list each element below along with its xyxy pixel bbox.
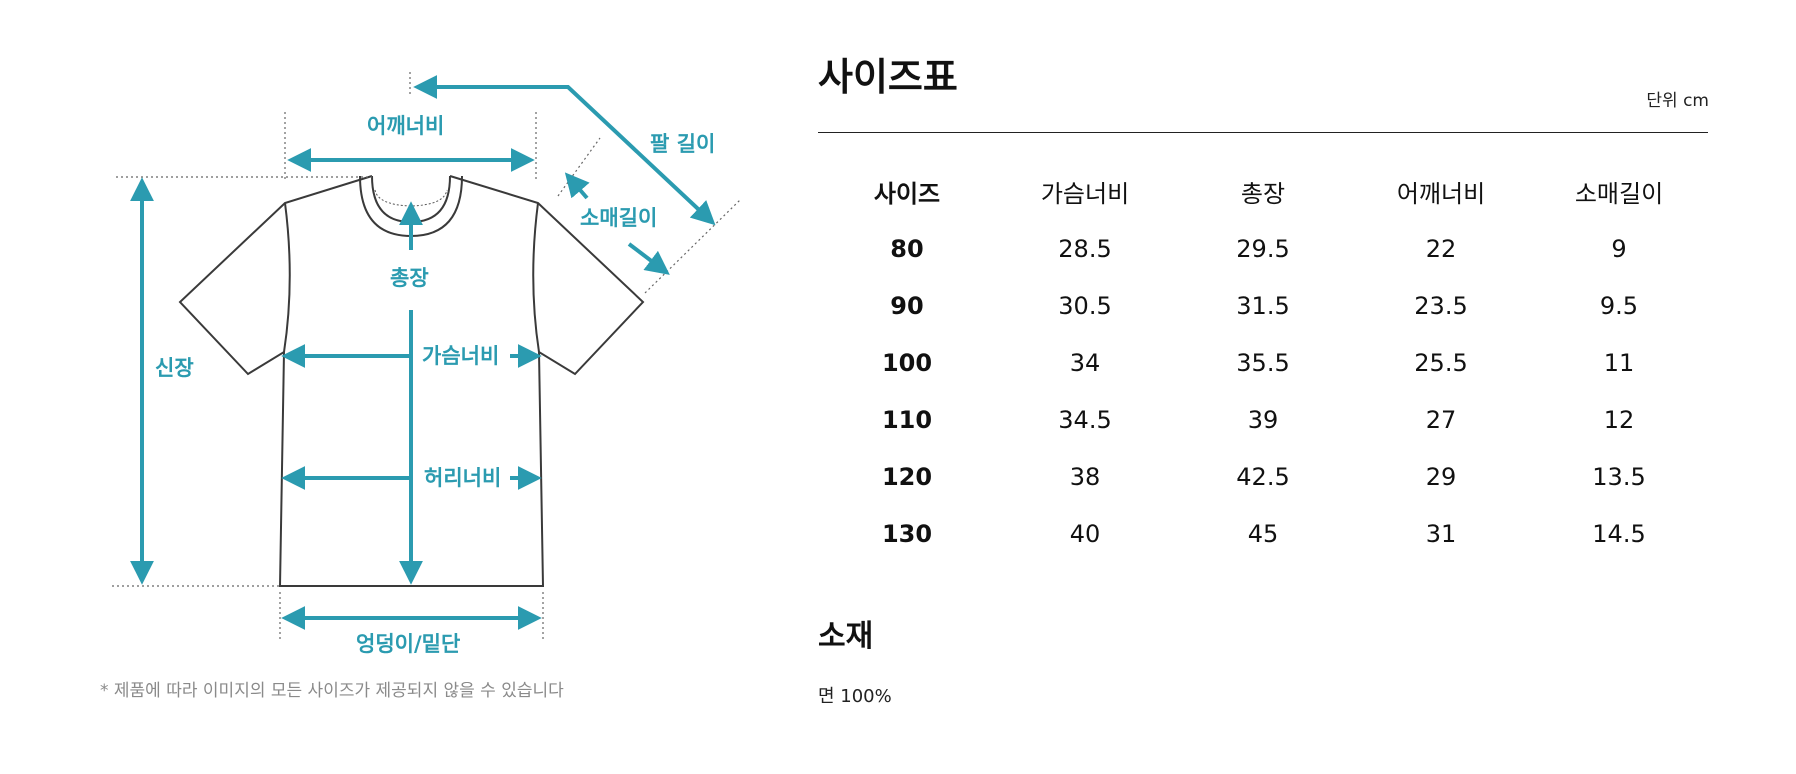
cell-chest: 34 — [1069, 348, 1101, 377]
cell-shoulder: 23.5 — [1414, 291, 1468, 320]
label-hem-width: 엉덩이/밑단 — [356, 632, 461, 656]
cell-sleeve: 9.5 — [1599, 291, 1639, 320]
column-header-length: 총장 — [1240, 180, 1286, 208]
cell-shoulder: 29 — [1425, 462, 1457, 491]
cell-chest: 40 — [1069, 519, 1101, 548]
cell-sleeve: 12 — [1603, 405, 1635, 434]
cell-shoulder: 25.5 — [1414, 348, 1468, 377]
cell-shoulder: 31 — [1425, 519, 1457, 548]
size-chart-unit: 단위 cm — [1646, 91, 1709, 111]
table-row: 120 38 42.5 29 13.5 — [818, 448, 1708, 505]
cell-size: 120 — [881, 462, 933, 491]
title-divider — [818, 132, 1708, 133]
cell-length: 45 — [1247, 519, 1279, 548]
measure-arrows — [130, 75, 716, 630]
cell-shoulder: 22 — [1425, 234, 1457, 263]
label-total-length: 총장 — [390, 266, 429, 290]
label-arm-length: 팔 길이 — [650, 132, 716, 156]
cell-chest: 30.5 — [1058, 291, 1112, 320]
label-waist-width: 허리너비 — [424, 466, 502, 490]
table-row: 110 34.5 39 27 12 — [818, 391, 1708, 448]
column-header-shoulder: 어깨너비 — [1396, 180, 1486, 208]
tshirt-illustration — [112, 72, 741, 640]
tshirt-measure-diagram: 어깨너비 팔 길이 소매길이 총장 신장 가슴너비 허리너비 엉덩이/밑단 * … — [0, 0, 760, 774]
column-header-size: 사이즈 — [873, 180, 941, 208]
table-row: 90 30.5 31.5 23.5 9.5 — [818, 277, 1708, 334]
diagram-note: * 제품에 따라 이미지의 모든 사이즈가 제공되지 않을 수 있습니다 — [100, 681, 564, 701]
cell-size: 130 — [881, 519, 933, 548]
cell-length: 39 — [1247, 405, 1279, 434]
cell-size: 90 — [890, 291, 924, 320]
cell-size: 100 — [881, 348, 933, 377]
cell-length: 35.5 — [1236, 348, 1290, 377]
cell-sleeve: 9 — [1611, 234, 1627, 263]
label-chest-width: 가슴너비 — [422, 344, 500, 368]
sleeve-seam-left — [283, 202, 291, 353]
table-header-row: 사이즈 가슴너비 총장 어깨너비 소매길이 — [818, 163, 1708, 220]
column-header-sleeve: 소매길이 — [1574, 180, 1664, 208]
label-sleeve-length: 소매길이 — [580, 206, 658, 230]
size-table: 사이즈 가슴너비 총장 어깨너비 소매길이 80 28.5 29.5 22 9 … — [818, 163, 1708, 562]
label-shoulder-width: 어깨너비 — [367, 114, 445, 138]
column-header-chest: 가슴너비 — [1040, 180, 1130, 208]
cell-chest: 38 — [1069, 462, 1101, 491]
material-value: 면 100% — [818, 686, 892, 707]
table-row: 80 28.5 29.5 22 9 — [818, 220, 1708, 277]
cell-length: 29.5 — [1236, 234, 1290, 263]
cell-length: 42.5 — [1236, 462, 1290, 491]
cell-size: 80 — [890, 234, 924, 263]
cell-length: 31.5 — [1236, 291, 1290, 320]
cell-chest: 28.5 — [1058, 234, 1112, 263]
cell-chest: 34.5 — [1058, 405, 1112, 434]
size-chart-title: 사이즈표 — [818, 55, 958, 99]
table-row: 100 34 35.5 25.5 11 — [818, 334, 1708, 391]
cell-shoulder: 27 — [1425, 405, 1457, 434]
cell-size: 110 — [881, 405, 933, 434]
collar-stitch — [374, 189, 448, 207]
material-title: 소재 — [818, 619, 874, 654]
cell-sleeve: 11 — [1603, 348, 1635, 377]
cell-sleeve: 13.5 — [1592, 462, 1646, 491]
cell-sleeve: 14.5 — [1592, 519, 1646, 548]
label-height: 신장 — [155, 356, 194, 380]
table-row: 130 40 45 31 14.5 — [818, 505, 1708, 562]
